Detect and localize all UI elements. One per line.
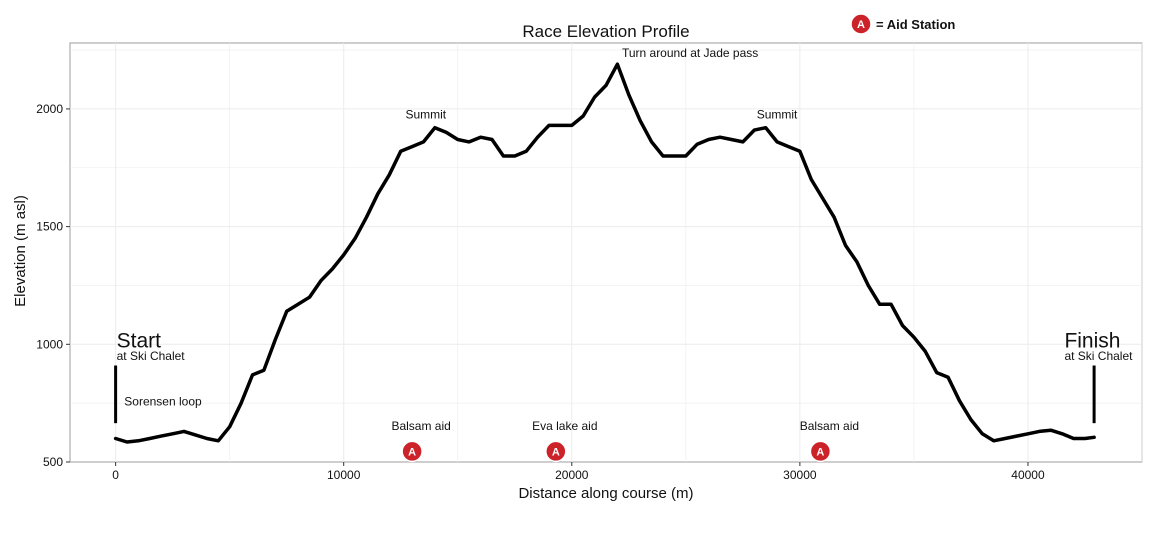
aid-station-icon bbox=[809, 440, 832, 463]
summit-label: Summit bbox=[757, 107, 798, 121]
x-tick-label: 40000 bbox=[1011, 468, 1045, 482]
aid-station-letter: A bbox=[816, 446, 824, 458]
chart-title: Race Elevation Profile bbox=[522, 22, 689, 41]
legend-label: = Aid Station bbox=[876, 17, 955, 32]
summit-label: Summit bbox=[405, 107, 446, 121]
y-tick-label: 1000 bbox=[36, 337, 63, 351]
aid-station-icon bbox=[545, 440, 567, 463]
gridlines bbox=[70, 43, 1143, 462]
plot-frame bbox=[69, 42, 1143, 463]
x-tick-label: 30000 bbox=[783, 468, 817, 482]
plot-area bbox=[69, 42, 1143, 463]
sorensen-loop-label: Sorensen loop bbox=[124, 395, 202, 409]
aid-station-label: Balsam aid bbox=[391, 419, 450, 433]
legend-marker-letter: A bbox=[857, 19, 865, 31]
aid-station-letter: A bbox=[408, 446, 416, 458]
aid-station-icon bbox=[850, 13, 872, 35]
elevation-series bbox=[113, 62, 1096, 444]
y-tick-label: 2000 bbox=[36, 102, 63, 116]
y-tick-label: 1500 bbox=[36, 220, 63, 234]
x-tick-label: 10000 bbox=[327, 468, 361, 482]
finish-sublabel: at Ski Chalet bbox=[1064, 349, 1133, 363]
finish-label: Finish bbox=[1064, 329, 1120, 352]
x-tick-label: 0 bbox=[112, 468, 119, 482]
y-axis-title: Elevation (m asl) bbox=[12, 195, 29, 307]
aid-station-letter: A bbox=[552, 446, 560, 458]
axis-ticks: 0 10000 20000 30000 40000 500 1000 1500 2000 bbox=[36, 102, 1045, 482]
y-tick-label: 500 bbox=[43, 455, 63, 469]
aid-station-icon bbox=[401, 440, 423, 463]
aid-stations: Balsam aid A Eva lake aid A Balsam aid A bbox=[391, 419, 859, 463]
x-axis-title: Distance along course (m) bbox=[518, 485, 693, 502]
aid-station-label: Balsam aid bbox=[800, 419, 859, 433]
x-tick-label: 20000 bbox=[555, 468, 589, 482]
legend: A = Aid Station bbox=[850, 13, 955, 35]
turnaround-label: Turn around at Jade pass bbox=[622, 46, 758, 60]
start-sublabel: at Ski Chalet bbox=[117, 349, 186, 363]
elevation-line bbox=[113, 62, 1096, 444]
start-label: Start bbox=[117, 329, 162, 352]
aid-station-label: Eva lake aid bbox=[532, 419, 597, 433]
